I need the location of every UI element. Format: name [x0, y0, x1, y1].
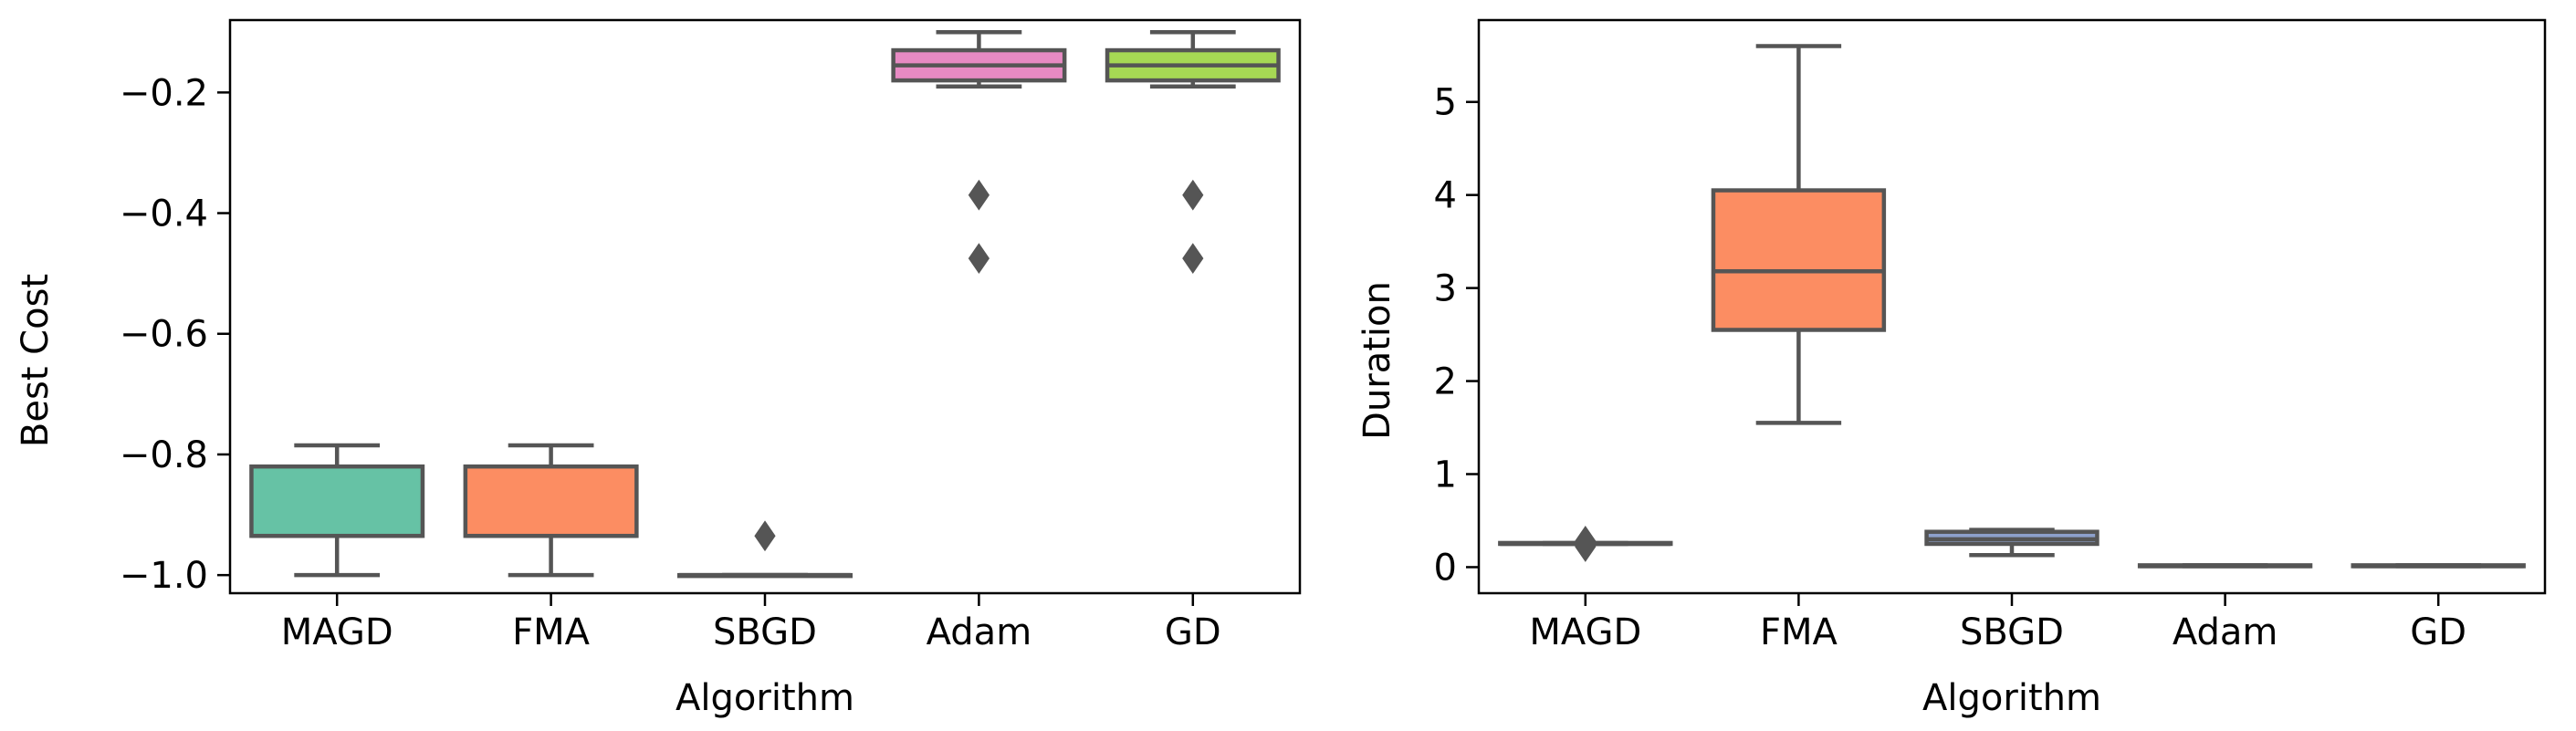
- best-cost-fma-box: [463, 464, 639, 538]
- duration-plot-frame: [1477, 18, 2547, 595]
- best-cost-xtick-label-fma: FMA: [512, 611, 591, 653]
- best-cost-xlabel: Algorithm: [675, 677, 854, 719]
- best-cost-plot-frame: [228, 18, 1302, 595]
- best-cost-ytick-label: −0.4: [120, 193, 208, 235]
- duration-ylabel: Duration: [1356, 281, 1398, 440]
- duration-ytick-label: 4: [1434, 175, 1457, 217]
- best-cost-xtick-label-adam: Adam: [927, 611, 1032, 653]
- duration-xtick-label-magd: MAGD: [1529, 611, 1641, 653]
- best-cost-ylabel: Best Cost: [15, 274, 57, 447]
- best-cost-ytick-label: −0.6: [120, 314, 208, 356]
- duration-magd-outlier: [1575, 531, 1597, 562]
- duration-xlabel: Algorithm: [1922, 677, 2101, 719]
- best-cost-ytick-label: −0.8: [120, 434, 208, 476]
- duration-xtick-label-fma: FMA: [1760, 611, 1838, 653]
- best-cost-adam-outlier: [968, 179, 990, 211]
- best-cost-gd-outlier: [1182, 243, 1204, 274]
- best-cost-sbgd-outlier: [754, 520, 776, 552]
- duration-xtick-label-sbgd: SBGD: [1960, 611, 2064, 653]
- best-cost-xtick-label-sbgd: SBGD: [713, 611, 817, 653]
- duration-fma-box: [1711, 188, 1887, 332]
- best-cost-xtick-label-gd: GD: [1165, 611, 1221, 653]
- duration-xtick-label-adam: Adam: [2173, 611, 2278, 653]
- best-cost-ytick-label: −0.2: [120, 72, 208, 114]
- best-cost-ytick-label: −1.0: [120, 555, 208, 597]
- duration-ytick-label: 5: [1434, 82, 1457, 124]
- duration-ytick-label: 0: [1434, 547, 1457, 589]
- duration-ytick-label: 2: [1434, 361, 1457, 403]
- best-cost-panel: Best Cost Algorithm −1.0 −0.8 −0.6 −0.4 −0.2…: [15, 18, 1302, 719]
- best-cost-magd-box: [249, 464, 425, 538]
- duration-xtick-label-gd: GD: [2410, 611, 2466, 653]
- best-cost-adam-outlier: [968, 243, 990, 274]
- best-cost-gd-outlier: [1182, 179, 1204, 211]
- duration-ytick-label: 3: [1434, 268, 1457, 310]
- best-cost-xtick-label-magd: MAGD: [281, 611, 393, 653]
- duration-ytick-label: 1: [1434, 454, 1457, 496]
- duration-panel: Duration Algorithm 0 1 2 3 4 5 MAGD FMA SBGD Adam…: [1356, 18, 2547, 719]
